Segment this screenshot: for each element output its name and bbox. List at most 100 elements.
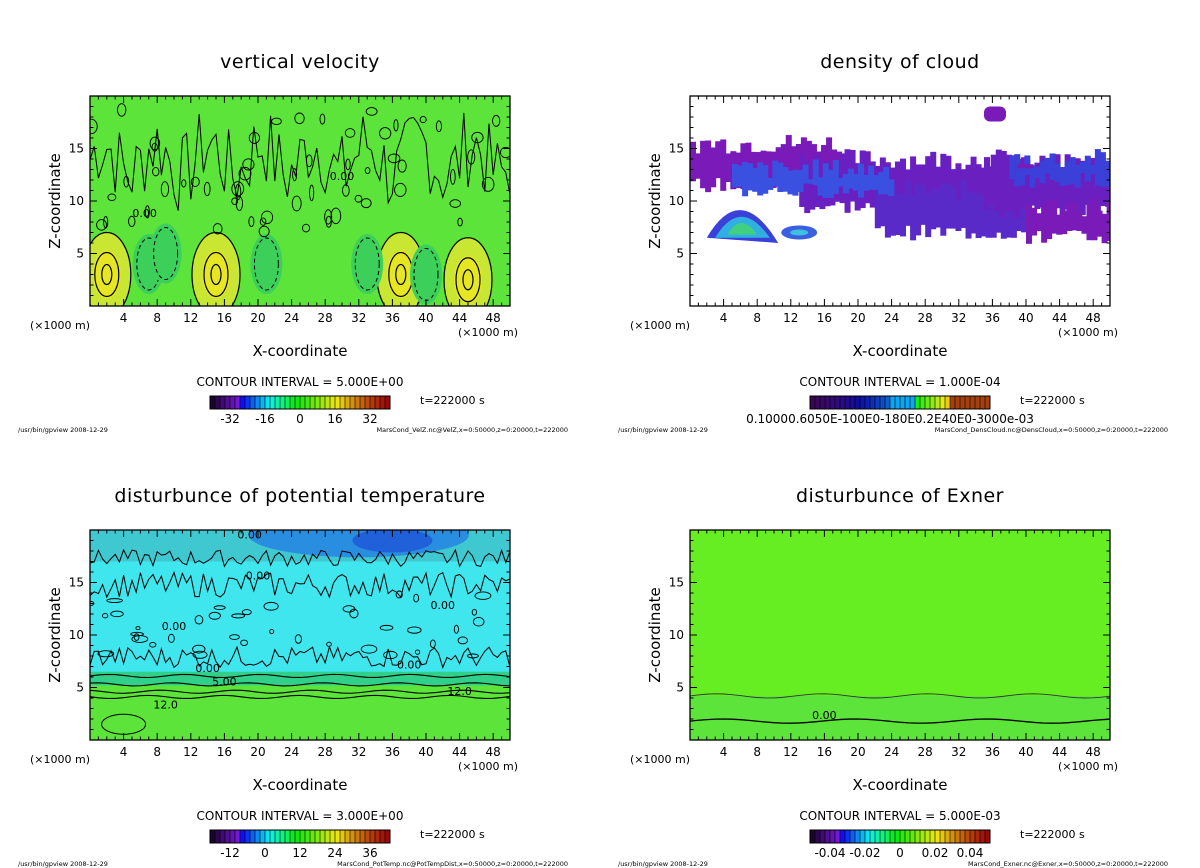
cloud-cell — [1036, 213, 1043, 232]
contour-line — [203, 251, 229, 298]
cloud-cell — [797, 170, 804, 192]
colorbar-swatch — [335, 396, 341, 409]
contour-line — [240, 639, 249, 647]
footer-right: MarsCond_PotTemp.nc@PotTempDist,x=0:5000… — [337, 860, 568, 868]
colorbar-swatch — [250, 830, 256, 843]
contour-line — [419, 116, 427, 124]
cloud-cell — [809, 169, 816, 210]
contour-line — [302, 223, 311, 233]
x-tick-label: 24 — [284, 311, 299, 325]
cloud-cell — [1086, 204, 1093, 241]
x-tick-label: 32 — [951, 311, 966, 325]
colorbar-swatch — [310, 830, 316, 843]
cloud-cell — [1005, 199, 1012, 238]
cloud-cell — [965, 191, 972, 239]
contour-line — [94, 251, 120, 298]
x-tick-label: 40 — [418, 311, 433, 325]
cloud-cell — [772, 160, 779, 187]
cloud-cell — [905, 181, 912, 226]
x-tick-label: 32 — [951, 745, 966, 759]
field-plot: 0.00 0.00 — [90, 96, 510, 306]
y-tick-label: 5 — [76, 247, 84, 261]
cloud-cell — [1020, 199, 1027, 233]
colorbar-swatch — [290, 396, 296, 409]
x-tick-label: 20 — [850, 745, 865, 759]
footer-left: /usr/bin/gpview 2008-12-29 — [618, 860, 708, 868]
contour-line — [292, 168, 298, 182]
contour-line — [261, 210, 274, 225]
contour-line — [90, 673, 510, 679]
contour-label: 0.00 — [397, 659, 422, 672]
contour-line — [462, 269, 474, 291]
cloud-cell — [863, 174, 870, 191]
colorbar-swatch — [330, 396, 336, 409]
cloud-cell — [894, 192, 901, 236]
x-tick-label: 36 — [985, 311, 1000, 325]
colorbar-swatch — [850, 396, 856, 409]
contour-line — [231, 181, 245, 197]
colorbar-swatch — [215, 396, 221, 409]
cloud-cell — [873, 175, 880, 190]
colorbar-swatch — [945, 396, 951, 409]
colorbar-swatch — [345, 830, 351, 843]
contour-line — [90, 694, 510, 700]
colorbar-swatch — [240, 830, 246, 843]
colorbar-swatch — [970, 396, 976, 409]
x-tick-label: 4 — [720, 311, 728, 325]
contour-line — [203, 181, 211, 197]
cold-core — [352, 530, 433, 553]
colorbar-swatch — [955, 830, 961, 843]
colorbar-swatch — [365, 396, 371, 409]
colorbar-frame — [809, 829, 991, 844]
x-unit-label: (×1000 m) — [630, 753, 690, 766]
colorbar-swatch — [320, 830, 326, 843]
contour-line — [342, 184, 350, 197]
colorbar-swatch — [960, 396, 966, 409]
cloud-cell — [1024, 159, 1031, 207]
cloud-cell — [767, 177, 774, 190]
cloud-cell — [1084, 172, 1091, 205]
cloud-cell — [690, 141, 696, 182]
colorbar-swatch — [900, 830, 906, 843]
colorbar-swatch — [980, 396, 986, 409]
contour-line — [500, 146, 510, 159]
colorbar-swatch — [215, 830, 221, 843]
cloud-cell — [750, 151, 757, 179]
cloud-cell — [975, 164, 982, 213]
cloud-cell — [980, 167, 987, 207]
cloud-cell — [1034, 166, 1041, 179]
cloud-cell — [984, 157, 990, 210]
colorbar-swatch — [330, 830, 336, 843]
cloud-cell — [1076, 212, 1083, 231]
downdraft-cell — [410, 244, 442, 305]
contour-line — [242, 158, 255, 171]
cloud-cell — [910, 156, 917, 199]
colorbar-swatch — [245, 830, 251, 843]
chart-panel: disturbunce of potential temperature 0.00… — [18, 485, 568, 868]
colorbar-swatch — [245, 396, 251, 409]
contour-label: 0.00 — [195, 662, 220, 675]
contour-line — [413, 593, 420, 603]
contour-line — [149, 136, 161, 151]
colorbar-swatch — [835, 396, 841, 409]
x-tick-label: 28 — [318, 311, 333, 325]
contour-line — [110, 610, 124, 618]
cloud-cell — [1074, 158, 1081, 219]
cloud-cell — [878, 172, 885, 195]
cloud-cell — [792, 169, 799, 196]
contour-line — [457, 636, 468, 645]
colorbar-swatch — [350, 396, 356, 409]
lower-band — [90, 677, 510, 740]
colorbar-swatch — [835, 830, 841, 843]
colorbar-label: -12 — [220, 846, 240, 860]
colorbar-swatch — [360, 396, 366, 409]
colorbar-swatch — [940, 830, 946, 843]
chart-title: disturbunce of potential temperature — [114, 485, 485, 507]
footer-right: MarsCond_Exner.nc@Exner,x=0:50000,z=0:20… — [968, 860, 1168, 868]
colorbar-swatch — [905, 830, 911, 843]
cloud-cell — [725, 153, 732, 182]
y-tick-label: 15 — [69, 576, 84, 590]
colorbar-swatch — [300, 396, 306, 409]
downdraft-cell — [250, 234, 283, 294]
cloud-cell — [915, 183, 922, 236]
